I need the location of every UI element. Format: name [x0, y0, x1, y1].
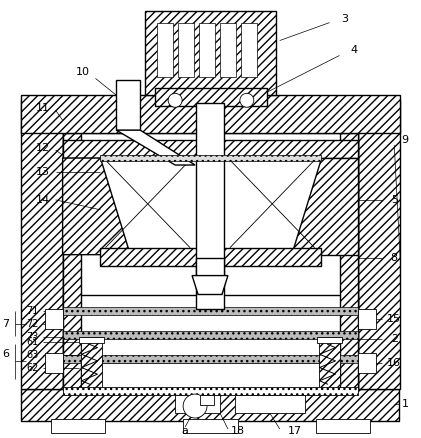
Text: 11: 11	[36, 103, 50, 113]
Text: 3: 3	[341, 14, 348, 24]
Text: 8: 8	[391, 253, 398, 263]
Bar	[21, 95, 400, 133]
Text: 7: 7	[2, 319, 9, 329]
Polygon shape	[192, 276, 228, 294]
Text: 6: 6	[3, 349, 9, 359]
Bar	[116, 80, 140, 130]
Text: 61: 61	[27, 337, 39, 347]
Bar	[157, 23, 173, 78]
Bar	[319, 337, 341, 389]
Circle shape	[168, 93, 182, 107]
Text: 73: 73	[27, 332, 39, 343]
Bar	[341, 133, 358, 389]
Text: 12: 12	[36, 143, 50, 153]
Text: 1: 1	[402, 399, 409, 409]
Text: 14: 14	[36, 195, 50, 205]
Bar	[63, 140, 358, 158]
Bar	[220, 23, 236, 78]
Polygon shape	[290, 158, 358, 254]
Bar	[183, 419, 238, 433]
Bar	[196, 258, 224, 276]
Circle shape	[240, 93, 254, 107]
Bar	[200, 395, 214, 405]
Text: 5: 5	[391, 195, 398, 205]
Bar	[51, 419, 105, 433]
Bar	[21, 389, 399, 421]
Bar	[178, 23, 194, 78]
Text: a: a	[182, 426, 189, 436]
Text: 13: 13	[36, 167, 50, 177]
Text: 62: 62	[27, 363, 39, 373]
Bar	[316, 419, 370, 433]
Circle shape	[183, 394, 207, 418]
Bar	[21, 100, 63, 389]
Bar	[63, 133, 80, 389]
Bar	[63, 133, 358, 309]
Text: 17: 17	[288, 426, 302, 436]
Text: 63: 63	[27, 350, 39, 360]
Bar	[63, 355, 358, 363]
Bar	[241, 23, 257, 78]
Text: 2: 2	[391, 334, 398, 344]
Bar	[63, 387, 358, 395]
Bar	[155, 88, 267, 106]
Bar	[79, 337, 104, 343]
Text: 16: 16	[387, 358, 401, 368]
Text: 71: 71	[27, 307, 39, 316]
Bar	[235, 395, 305, 413]
Polygon shape	[63, 158, 131, 254]
Bar	[196, 103, 224, 309]
Bar	[175, 395, 220, 413]
Text: 9: 9	[402, 135, 409, 145]
Bar	[101, 248, 320, 265]
Bar	[199, 23, 215, 78]
Text: 10: 10	[75, 67, 90, 78]
Bar	[358, 309, 376, 329]
Text: 15: 15	[387, 314, 401, 325]
Polygon shape	[116, 130, 195, 165]
Bar	[80, 337, 102, 389]
Bar	[63, 294, 358, 389]
Bar	[63, 307, 358, 315]
Bar	[358, 353, 376, 373]
Text: 4: 4	[351, 46, 358, 56]
Bar	[63, 332, 358, 339]
Text: 72: 72	[27, 319, 39, 329]
Bar	[145, 11, 276, 95]
Polygon shape	[63, 363, 358, 389]
Bar	[45, 309, 63, 329]
Bar	[317, 337, 342, 343]
Text: 18: 18	[231, 426, 245, 436]
Bar	[358, 100, 400, 389]
Bar	[101, 155, 320, 161]
Bar	[45, 353, 63, 373]
